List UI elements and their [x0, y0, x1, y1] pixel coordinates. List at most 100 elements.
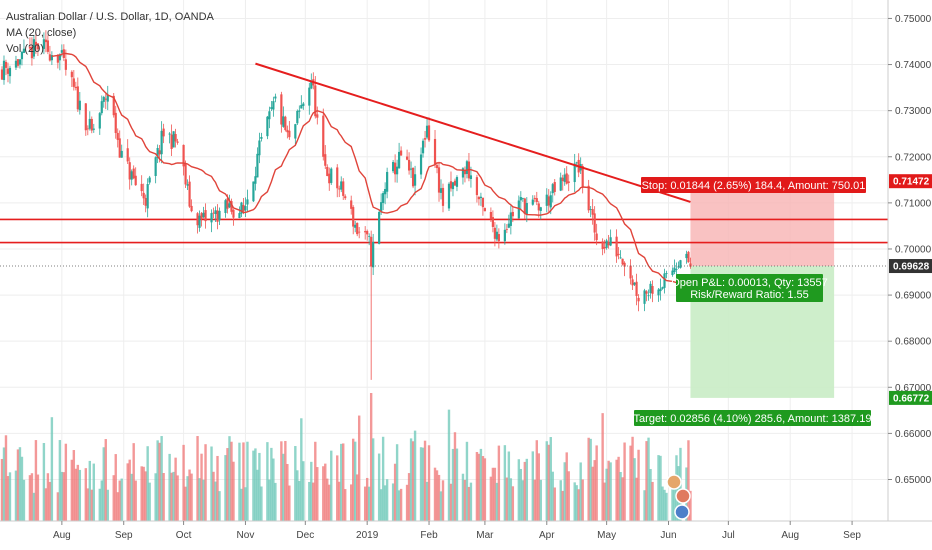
volume-bar-223 [621, 477, 624, 521]
candle-body-8 [20, 51, 24, 60]
y-tick-label-1: 0.74000 [895, 60, 932, 71]
candle-body-123 [342, 181, 345, 196]
volume-bar-190 [531, 451, 534, 521]
stop-price-badge-text: 0.71472 [893, 177, 930, 188]
volume-bar-82 [228, 436, 231, 521]
candle-body-228 [635, 281, 638, 297]
candle-body-24 [64, 59, 67, 70]
volume-bar-189 [525, 458, 529, 521]
volume-bar-2 [4, 435, 8, 521]
volume-bar-202 [563, 462, 566, 521]
volume-bar-33 [90, 489, 93, 521]
candle-body-72 [200, 213, 203, 220]
volume-bar-74 [204, 444, 207, 521]
volume-bar-181 [505, 477, 509, 521]
candle-body-95 [266, 116, 269, 137]
volume-bar-207 [577, 489, 580, 521]
volume-bar-211 [589, 438, 592, 521]
candle-body-156 [435, 165, 439, 169]
volume-bar-75 [210, 446, 213, 521]
candle-body-29 [78, 100, 81, 111]
volume-bar-151 [421, 447, 425, 521]
volume-bar-4 [8, 472, 12, 521]
candle-body-60 [168, 133, 171, 135]
candle-body-188 [523, 198, 526, 214]
trend-line[interactable] [255, 62, 691, 203]
volume-bar-87 [242, 442, 245, 521]
volume-bar-14 [36, 474, 40, 521]
candle-body-195 [545, 194, 548, 206]
candle-body-140 [392, 162, 395, 172]
candle-body-153 [425, 125, 429, 138]
candle-body-79 [218, 210, 221, 221]
volume-bar-156 [435, 470, 439, 521]
volume-bar-47 [130, 473, 133, 521]
candle-body-41 [114, 112, 117, 133]
candle-body-103 [286, 129, 289, 133]
candle-body-10 [28, 46, 32, 49]
volume-bar-8 [20, 456, 24, 521]
candle-body-113 [314, 85, 317, 117]
volume-bar-101 [282, 453, 285, 521]
volume-bar-103 [286, 463, 289, 521]
volume-bar-183 [509, 478, 513, 521]
candle-body-44 [120, 150, 123, 158]
volume-bar-150 [419, 447, 423, 521]
volume-bar-186 [519, 468, 523, 521]
volume-bar-93 [258, 452, 261, 521]
y-tick-label-3: 0.72000 [895, 152, 932, 163]
volume-bar-113 [314, 441, 317, 521]
support-resistance-lines[interactable] [0, 218, 888, 244]
ma-indicator-label[interactable]: MA (20, close) [6, 27, 77, 39]
volume-bar-53 [146, 446, 149, 521]
candle-body-126 [352, 207, 355, 227]
candle-body-225 [629, 265, 632, 279]
volume-bar-231 [645, 441, 648, 521]
x-tick-label-6: Feb [420, 530, 438, 541]
volume-bar-51 [142, 466, 145, 521]
candles [0, 30, 692, 380]
candle-body-9 [22, 48, 26, 53]
volume-bar-80 [224, 455, 227, 521]
candle-body-151 [421, 140, 425, 154]
volume-bar-144 [399, 488, 403, 521]
volume-bar-229 [637, 449, 640, 521]
x-tick-label-8: Apr [539, 530, 555, 541]
volume-bar-200 [559, 480, 562, 521]
candle-body-19 [50, 55, 53, 61]
volume-bar-115 [322, 466, 325, 521]
volume-bar-227 [633, 458, 636, 521]
volume-bars [0, 393, 692, 521]
flag-icon-2 [674, 504, 690, 520]
volume-bar-210 [587, 437, 590, 521]
volume-bar-194 [539, 479, 542, 521]
candle-body-26 [72, 78, 75, 87]
volume-bar-124 [344, 489, 347, 521]
volume-bar-128 [355, 474, 359, 521]
candle-body-88 [244, 206, 247, 211]
volume-indicator-label[interactable]: Vol (20) [6, 43, 44, 55]
volume-bar-0 [0, 458, 4, 521]
candle-body-50 [140, 183, 143, 192]
event-icons[interactable] [666, 474, 691, 520]
candle-body-42 [116, 132, 119, 140]
volume-bar-120 [336, 455, 339, 521]
candle-body-48 [132, 168, 135, 179]
candle-body-117 [326, 166, 329, 177]
candle-body-5 [14, 60, 18, 68]
candle-body-85 [238, 213, 241, 219]
x-tick-label-12: Aug [781, 530, 799, 541]
candle-body-46 [128, 162, 131, 180]
candle-body-47 [130, 171, 133, 180]
volume-bar-64 [176, 475, 179, 521]
volume-bar-90 [252, 450, 255, 521]
volume-bar-38 [104, 439, 107, 521]
candle-body-127 [354, 224, 357, 228]
candle-body-93 [258, 140, 261, 156]
candle-body-143 [398, 151, 401, 169]
volume-bar-217 [605, 468, 608, 521]
volume-bar-132 [367, 486, 371, 521]
volume-bar-234 [651, 481, 654, 521]
volume-bar-215 [601, 413, 604, 521]
